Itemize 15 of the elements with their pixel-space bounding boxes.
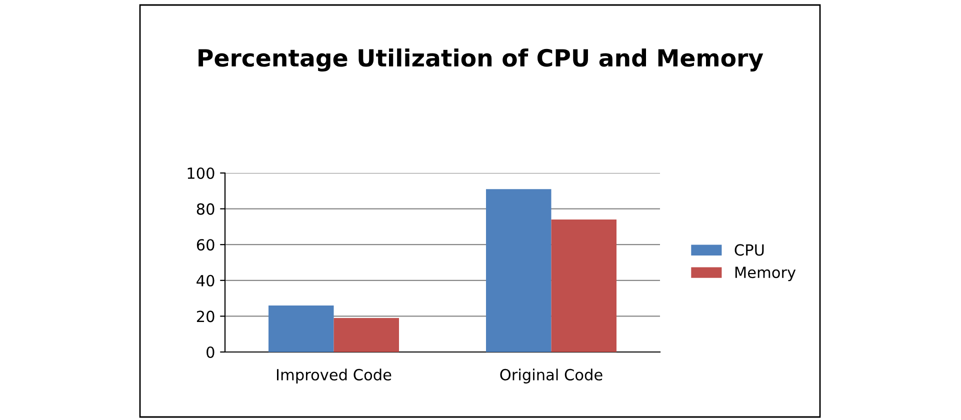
bar <box>334 318 399 352</box>
y-tick-label: 100 <box>188 167 214 180</box>
y-tick-label: 80 <box>196 203 214 215</box>
y-tick-label: 20 <box>196 310 214 322</box>
y-tick-label: 40 <box>196 274 214 286</box>
x-tick-label: Original Code <box>500 368 602 384</box>
legend-label: Memory <box>735 266 796 282</box>
bar <box>268 305 334 352</box>
bar <box>486 189 552 352</box>
x-tick-label: Improved Code <box>277 368 392 384</box>
y-tick-label: 60 <box>196 239 214 251</box>
legend-label: CPU <box>734 244 764 256</box>
chart-title: Percentage Utilization of CPU and Memory <box>198 48 764 72</box>
bar <box>551 220 616 352</box>
y-tick-label: 0 <box>206 346 214 358</box>
